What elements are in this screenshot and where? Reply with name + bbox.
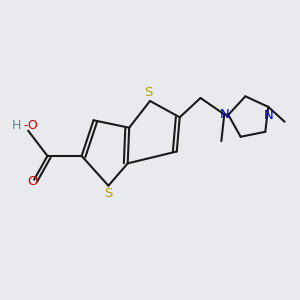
Text: N: N — [219, 108, 229, 121]
Text: S: S — [104, 188, 112, 200]
Text: S: S — [144, 86, 153, 99]
Text: -O: -O — [23, 119, 38, 132]
Text: O: O — [27, 175, 38, 188]
Text: N: N — [263, 109, 273, 122]
Text: H: H — [12, 119, 22, 132]
